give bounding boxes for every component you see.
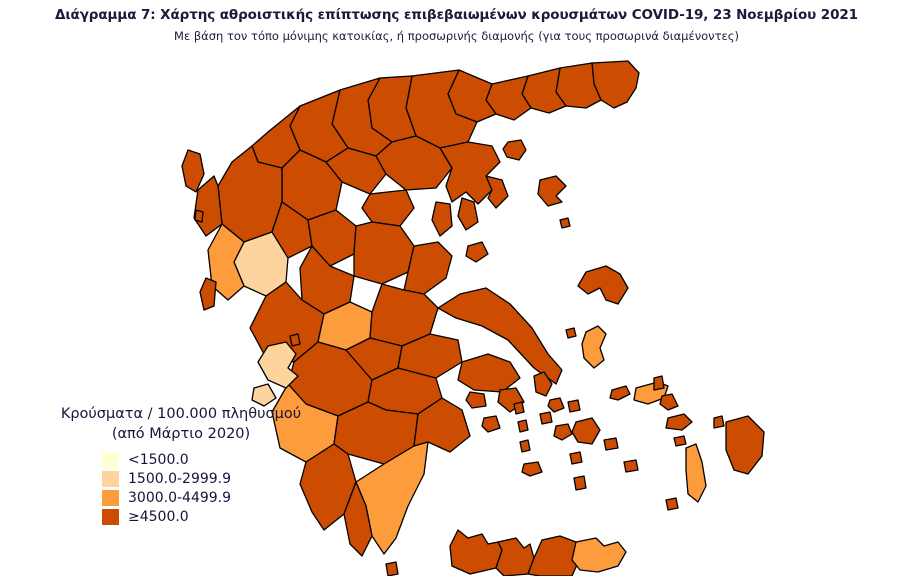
legend-item: ≥4500.0	[102, 507, 326, 526]
legend-swatch-icon	[102, 489, 119, 506]
region-iraklio	[527, 535, 581, 576]
region-attiki	[457, 353, 521, 393]
region-agios-efstratios	[559, 217, 571, 229]
legend-swatch-icon	[102, 451, 119, 468]
region-ikaria	[609, 385, 631, 401]
region-corfu	[181, 149, 205, 193]
legend-item-label: 1500.0-2999.9	[128, 470, 232, 487]
greece-choropleth-map	[0, 50, 913, 576]
region-amorgos	[603, 437, 619, 451]
region-athos-peninsula	[485, 175, 509, 209]
region-limnos	[537, 175, 567, 207]
region-kea	[513, 401, 525, 415]
legend-item-label: <1500.0	[128, 451, 189, 468]
legend-item: <1500.0	[102, 450, 326, 469]
region-lefkada	[199, 277, 217, 311]
region-kalymnos	[659, 393, 679, 411]
region-lasithi	[571, 537, 627, 573]
legend-item: 1500.0-2999.9	[102, 469, 326, 488]
region-serifos	[519, 439, 531, 453]
region-rhodes	[725, 415, 765, 475]
region-mykonos	[567, 399, 581, 413]
region-symi	[713, 415, 725, 429]
region-mani	[343, 481, 373, 557]
legend: Κρούσματα / 100.000 πληθυσμού (από Μάρτι…	[36, 404, 326, 526]
legend-title-line1: Κρούσματα / 100.000 πληθυσμού	[60, 406, 302, 422]
map-regions	[181, 60, 765, 576]
region-evia	[437, 287, 563, 385]
region-ios	[569, 451, 583, 465]
region-rethymno	[495, 537, 535, 576]
region-kasos	[665, 497, 679, 511]
region-thasos	[502, 139, 527, 161]
region-ithaki	[289, 333, 301, 347]
region-santorini	[573, 475, 587, 491]
region-syros	[539, 411, 553, 425]
region-lesvos	[577, 265, 629, 305]
region-chalkidiki	[439, 141, 501, 205]
region-aigina	[481, 415, 501, 433]
region-tilos	[673, 435, 687, 447]
region-larissa	[353, 221, 415, 285]
region-paxi	[194, 209, 204, 223]
region-astypalaia	[623, 459, 639, 473]
region-naxos	[571, 417, 601, 445]
region-paros	[553, 423, 573, 441]
legend-swatch-icon	[102, 470, 119, 487]
legend-item: 3000.0-4499.9	[102, 488, 326, 507]
region-salamina	[465, 391, 487, 409]
region-sithonia	[457, 197, 479, 231]
legend-items: <1500.0 1500.0-2999.9 3000.0-4499.9 ≥450…	[36, 450, 326, 526]
legend-item-label: ≥4500.0	[128, 508, 189, 525]
region-zakynthos	[251, 383, 277, 407]
region-thessaloniki	[375, 135, 453, 191]
region-leros	[653, 375, 665, 391]
region-tinos	[547, 397, 565, 413]
map-svg	[181, 60, 765, 576]
region-kythira	[385, 561, 399, 576]
region-psara	[565, 327, 577, 339]
page-title: Διάγραμμα 7: Χάρτης αθροιστικής επίπτωση…	[55, 7, 858, 23]
region-kos	[665, 413, 693, 431]
region-andros	[533, 371, 553, 397]
region-preveza	[207, 223, 245, 301]
region-sporades	[465, 241, 489, 263]
region-chania	[449, 529, 503, 575]
figure-subtitle: Με βάση τον τόπο μόνιμης κατοικίας, ή πρ…	[174, 29, 739, 43]
figure-header: Διάγραμμα 7: Χάρτης αθροιστικής επίπτωση…	[0, 6, 913, 44]
region-karpathos	[685, 443, 707, 503]
legend-title-line2: (από Μάρτιο 2020)	[111, 426, 251, 442]
region-kassandra	[431, 201, 453, 237]
legend-item-label: 3000.0-4499.9	[128, 489, 232, 506]
region-magnesia	[403, 241, 453, 295]
legend-swatch-icon	[102, 508, 119, 525]
region-chios	[581, 325, 607, 369]
region-kythnos	[517, 419, 529, 433]
region-milos	[521, 461, 543, 477]
region-kefalonia	[257, 341, 299, 389]
region-pieria	[361, 189, 415, 227]
